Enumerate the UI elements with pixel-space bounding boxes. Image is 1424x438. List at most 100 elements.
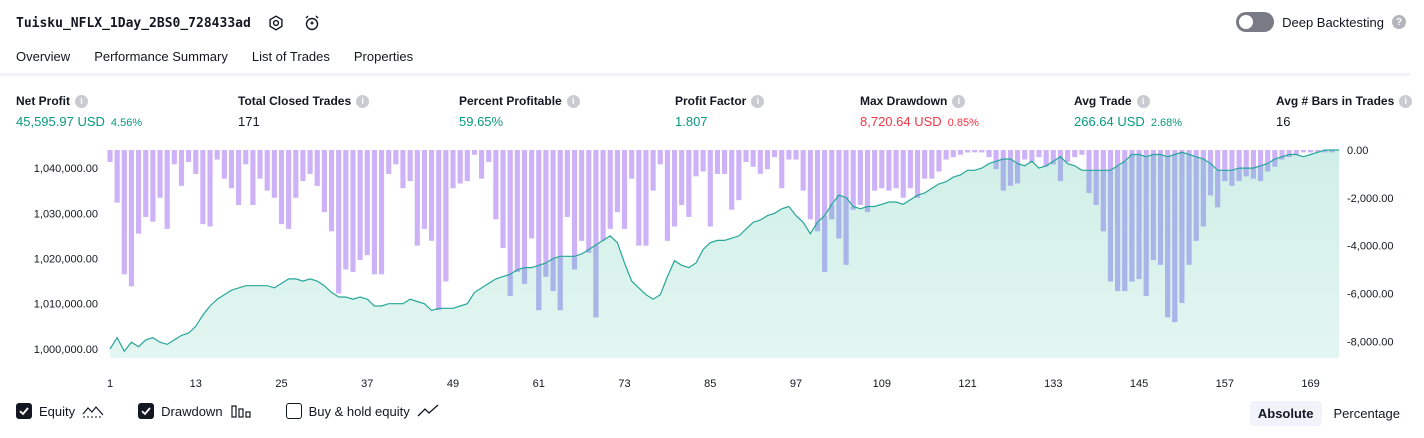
info-icon[interactable]: i <box>1399 94 1413 108</box>
drawdown-bar <box>107 150 113 162</box>
drawdown-overlap-bar <box>843 197 849 265</box>
equity-area-icon <box>82 406 104 418</box>
drawdown-overlap <box>109 149 1340 353</box>
drawdown-bar <box>857 150 863 205</box>
drawdown-bar <box>586 150 592 253</box>
info-icon[interactable]: i <box>356 94 370 108</box>
drawdown-overlap-bar <box>1215 170 1221 208</box>
drawdown-bar <box>1029 150 1035 162</box>
drawdown-overlap-bar <box>1100 170 1106 232</box>
drawdown-bar <box>429 150 435 241</box>
checkbox-equity[interactable] <box>16 403 32 419</box>
tab-properties[interactable]: Properties <box>353 49 414 64</box>
legend-equity[interactable]: Equity <box>16 403 104 419</box>
metric-percent: 4.56% <box>110 117 143 129</box>
equity-drawdown-chart[interactable]: 1,000,000.00 1,010,000.00 1,020,000.00 1,03… <box>0 140 1424 394</box>
info-icon[interactable]: i <box>75 94 88 108</box>
drawdown-bar <box>271 150 277 198</box>
metric-profit-factor: Profit Factor i 1.807 <box>675 94 765 129</box>
drawdown-bar <box>121 150 127 275</box>
metric-label: Max Drawdown <box>860 94 948 108</box>
drawdown-overlap-bar <box>1236 168 1242 182</box>
metric-value: 16 <box>1276 114 1291 129</box>
drawdown-overlap-bar <box>521 267 528 284</box>
drawdown-bar <box>686 150 692 217</box>
metric-value: 1.807 <box>675 114 708 129</box>
question-icon[interactable]: ? <box>1392 15 1406 29</box>
drawdown-bar <box>314 150 320 186</box>
y-right-tick-label: -2,000.00 <box>1347 193 1393 205</box>
legend-drawdown[interactable]: Drawdown <box>138 403 251 419</box>
drawdown-bar <box>786 150 792 160</box>
deep-backtesting-toggle[interactable] <box>1236 12 1275 32</box>
drawdown-bar <box>343 150 349 270</box>
drawdown-bar <box>779 150 785 189</box>
drawdown-bar <box>371 150 377 275</box>
alarm-add-icon[interactable] <box>301 12 323 34</box>
drawdown-overlap-bar <box>1129 154 1135 282</box>
tab-performance-summary[interactable]: Performance Summary <box>94 49 228 64</box>
checkbox-drawdown[interactable] <box>138 403 155 419</box>
value-mode-switch: Absolute Percentage <box>1249 401 1408 426</box>
drawdown-bar <box>228 150 235 189</box>
drawdown-overlap-bar <box>1179 152 1185 304</box>
info-icon[interactable]: i <box>1136 94 1150 108</box>
drawdown-overlap-bar <box>514 269 520 272</box>
mode-percentage[interactable]: Percentage <box>1333 406 1401 421</box>
drawdown-bar <box>278 150 285 225</box>
drawdown-overlap-bar <box>436 308 442 311</box>
x-tick-label: 97 <box>790 378 802 390</box>
tab-overview[interactable]: Overview <box>16 47 71 76</box>
drawdown-bar <box>750 150 756 167</box>
drawdown-overlap-bar <box>1243 168 1249 177</box>
drawdown-bar <box>557 150 563 311</box>
info-icon[interactable]: i <box>751 94 765 108</box>
drawdown-overlap-bar <box>1193 156 1199 241</box>
drawdown-bar <box>964 150 971 153</box>
drawdown-bar <box>321 150 327 213</box>
drawdown-overlap-bar <box>1222 170 1228 182</box>
drawdown-overlap-bar <box>1050 161 1056 165</box>
checkbox-buy-hold[interactable] <box>285 403 302 419</box>
drawdown-bar <box>543 150 549 277</box>
drawdown-bar <box>1065 150 1071 162</box>
drawdown-bar <box>364 150 370 256</box>
metric-value: 8,720.64 USD <box>860 114 942 129</box>
drawdown-bar <box>336 150 342 294</box>
drawdown-bar <box>1243 150 1249 177</box>
x-tick-label: 169 <box>1301 378 1319 390</box>
drawdown-bar <box>200 150 206 225</box>
drawdown-bar <box>186 150 192 162</box>
x-tick-label: 61 <box>533 378 545 390</box>
drawdown-overlap-bar <box>1000 159 1006 191</box>
settings-icon[interactable] <box>265 12 287 34</box>
drawdown-bar <box>143 150 149 217</box>
drawdown-bar <box>221 150 227 179</box>
metric-percent: 2.68% <box>1150 117 1183 129</box>
drawdown-overlap-bar <box>1265 163 1271 172</box>
drawdown-overlap-bar <box>586 249 592 253</box>
x-tick-label: 25 <box>275 378 287 390</box>
drawdown-bar <box>407 150 413 182</box>
mode-absolute[interactable]: Absolute <box>1249 401 1322 426</box>
drawdown-bar <box>1222 150 1228 182</box>
drawdown-overlap-bar <box>1229 170 1235 186</box>
drawdown-bar <box>614 150 620 213</box>
drawdown-bar <box>293 150 299 198</box>
y-left-tick-label: 1,020,000.00 <box>34 254 98 266</box>
drawdown-bar <box>950 150 956 158</box>
drawdown-bar <box>1315 150 1321 153</box>
info-icon[interactable]: i <box>566 94 580 108</box>
drawdown-bar <box>257 150 263 179</box>
drawdown-bar <box>829 150 835 220</box>
drawdown-overlap-bar <box>1150 154 1156 260</box>
legend-buy-hold[interactable]: Buy & hold equity <box>285 403 439 419</box>
info-icon[interactable]: i <box>952 94 966 108</box>
tab-list-of-trades[interactable]: List of Trades <box>251 49 330 64</box>
buy-hold-line-icon <box>417 404 439 417</box>
drawdown-bar <box>900 150 906 198</box>
y-left-tick-label: 1,030,000.00 <box>34 208 98 220</box>
drawdown-bar <box>450 150 456 189</box>
drawdown-bar <box>421 150 428 229</box>
drawdown-overlap-bar <box>1086 170 1092 194</box>
